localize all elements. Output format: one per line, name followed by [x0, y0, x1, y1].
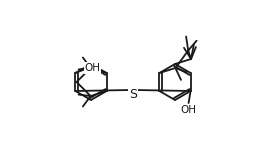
Text: S: S	[129, 88, 137, 102]
Text: OH: OH	[180, 105, 197, 115]
Text: OH: OH	[85, 63, 100, 73]
